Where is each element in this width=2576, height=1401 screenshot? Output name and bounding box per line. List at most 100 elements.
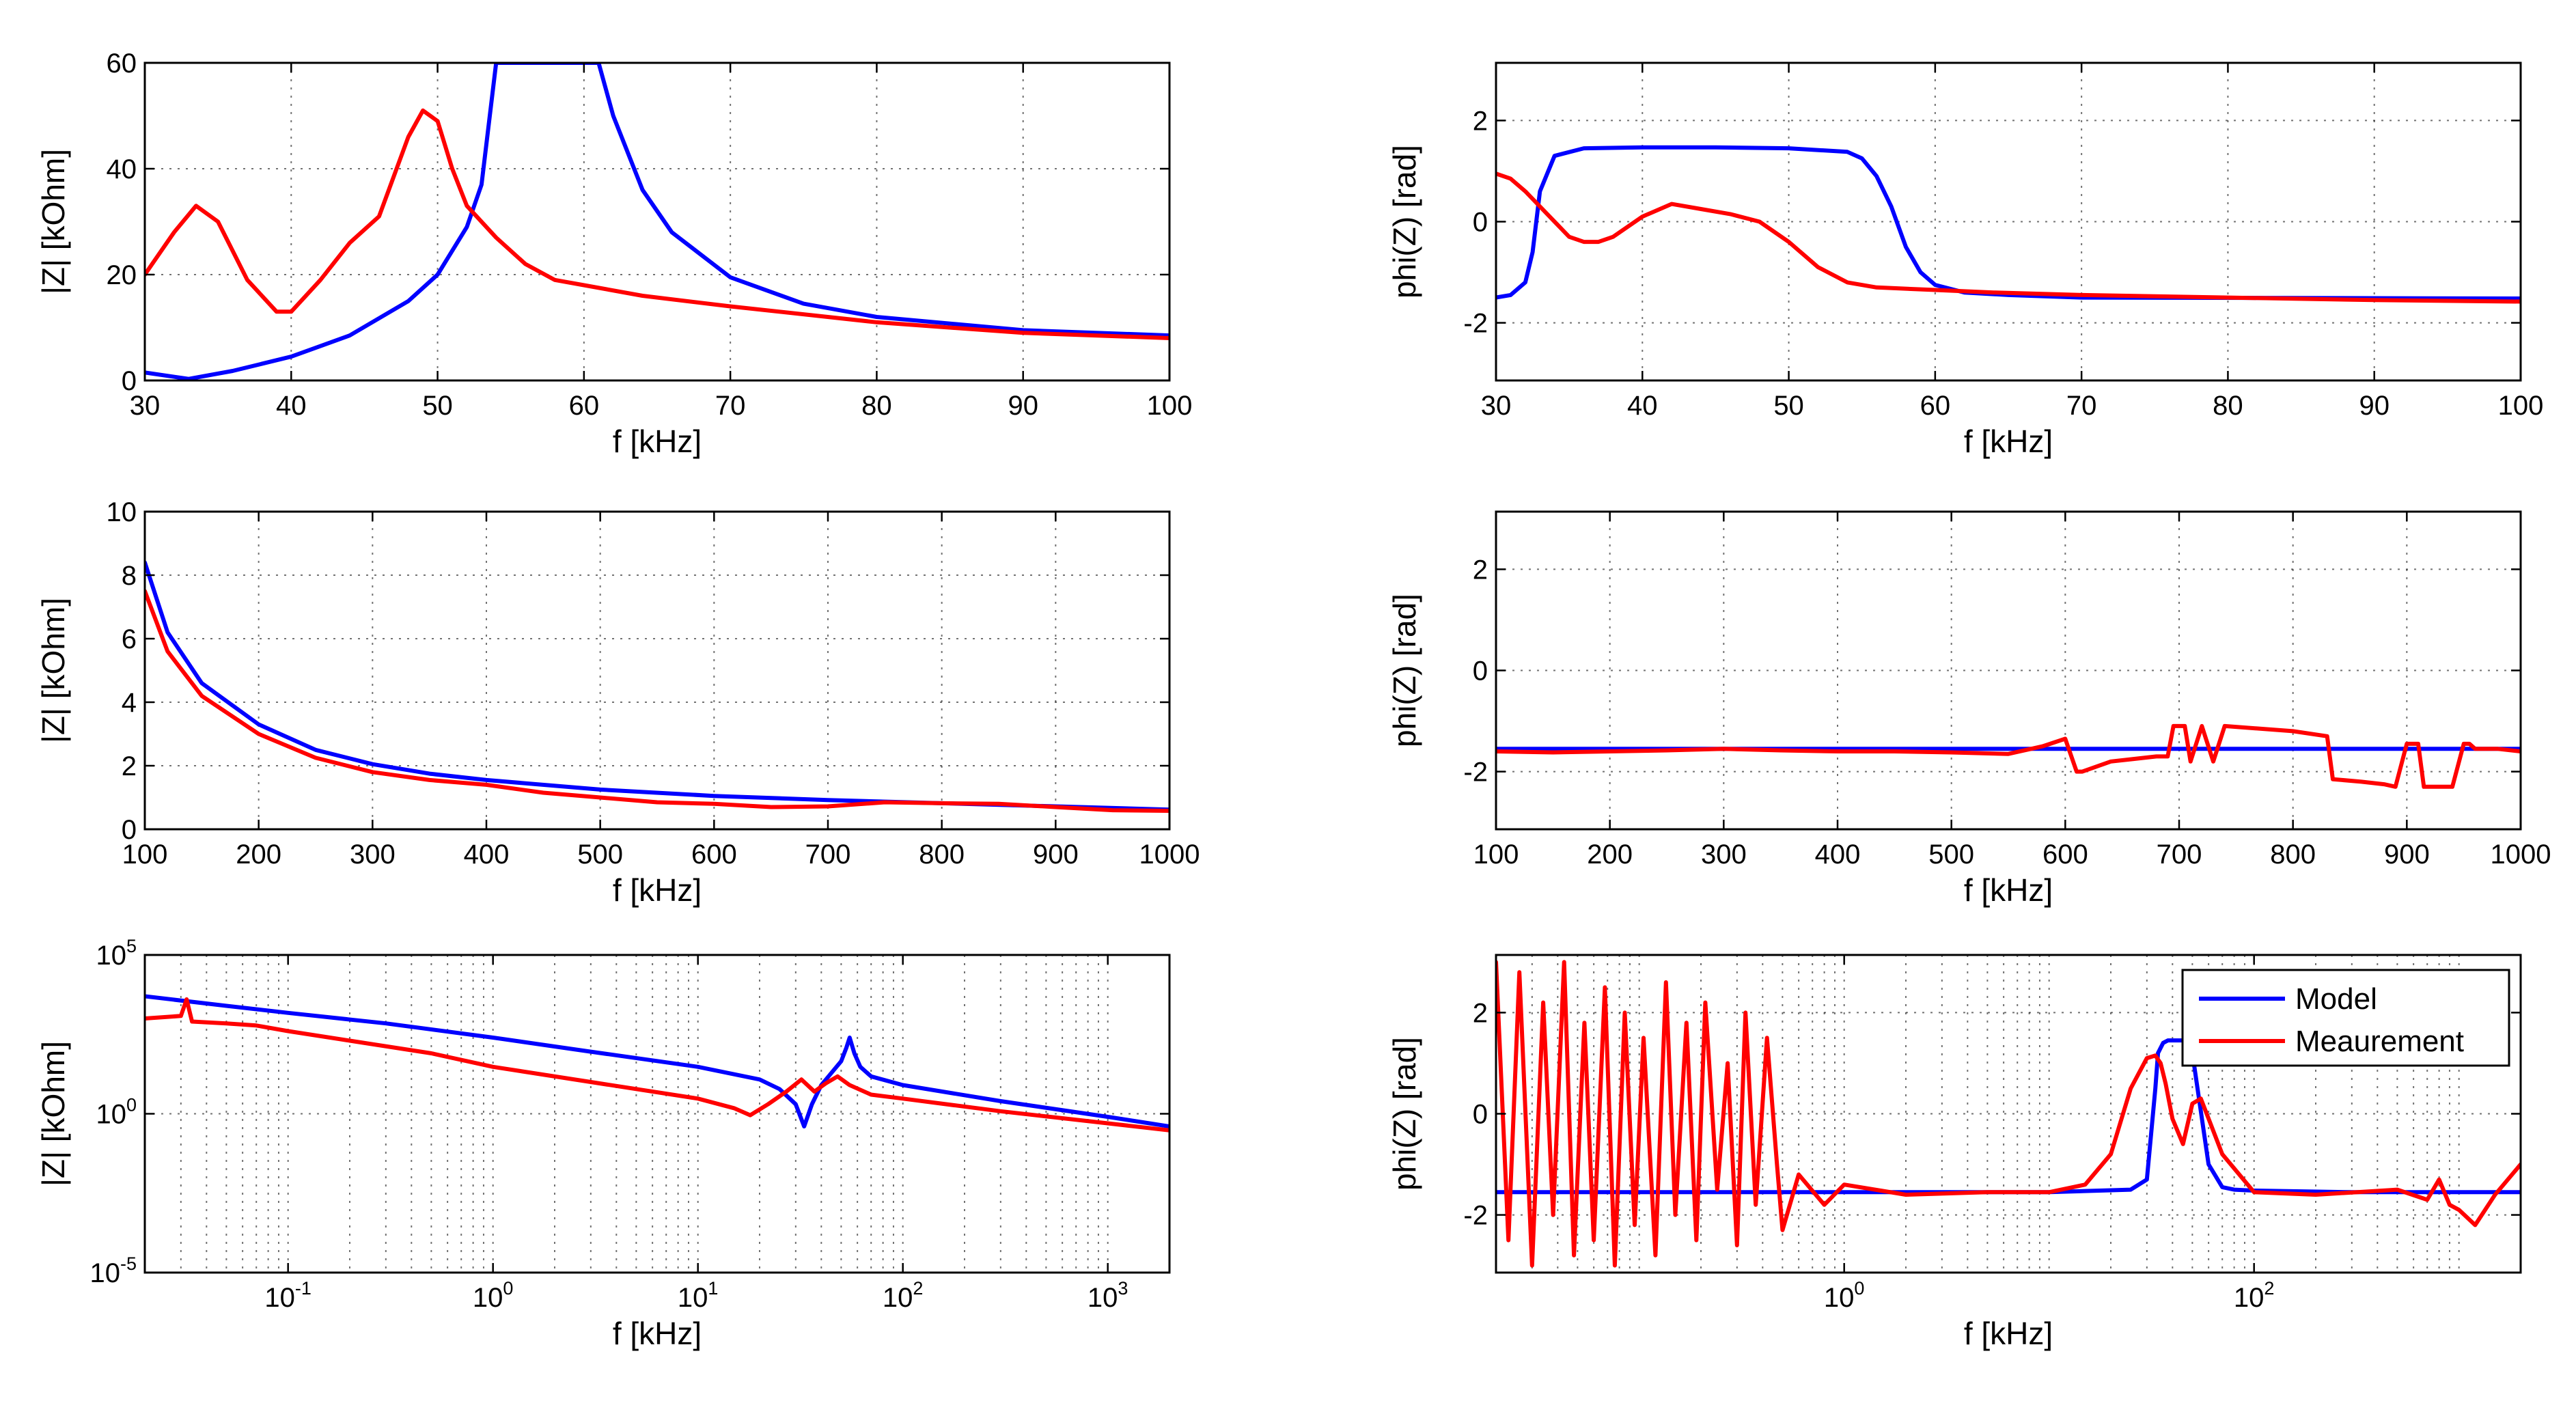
grid	[1496, 512, 2521, 829]
grid	[145, 63, 1169, 380]
model-line	[145, 994, 1169, 1128]
y-axis-label: phi(Z) [rad]	[1387, 145, 1422, 299]
chart-phase-100-1000: 100 200 300 400 500 600 700 800 900 1000 -2 0 2 f [kH…	[1387, 510, 2551, 908]
x-tick-label: 800	[2270, 840, 2316, 870]
x-tick-label: 400	[464, 840, 510, 870]
x-tick-label: 500	[577, 840, 623, 870]
y-axis-label: |Z| [kOhm]	[36, 1041, 71, 1187]
plot-frame	[143, 510, 1171, 831]
model-line	[1496, 145, 2521, 301]
x-tick-label: 700	[805, 840, 851, 870]
y-tick-label: 0	[1473, 208, 1488, 238]
x-tick-label: 70	[2066, 391, 2097, 421]
series-group	[145, 994, 1169, 1133]
y-tick-label: 20	[107, 260, 137, 290]
y-axis-label: phi(Z) [rad]	[1387, 1037, 1422, 1191]
y-tick-label: 2	[1473, 555, 1488, 585]
y-tick-label: -2	[1463, 309, 1488, 339]
x-tick-label: 100	[1147, 391, 1193, 421]
measurement-line	[145, 108, 1169, 340]
model-line	[145, 63, 1169, 380]
x-tick-label: 600	[2042, 840, 2088, 870]
x-tick-label: 10-1	[264, 1278, 311, 1313]
y-tick-label: 0	[122, 366, 137, 396]
x-tick-label: 100	[473, 1278, 514, 1313]
y-tick-label: 8	[122, 561, 137, 591]
measurement-line	[145, 997, 1169, 1133]
x-tick-label: 600	[691, 840, 737, 870]
y-tick-label: 0	[1473, 656, 1488, 686]
x-axis-label: f [kHz]	[613, 872, 702, 908]
y-tick-label: 40	[107, 154, 137, 184]
x-tick-label: 60	[1920, 391, 1951, 421]
y-tick-label: 60	[107, 48, 137, 79]
series-group	[1496, 145, 2521, 304]
legend-measurement-label: Meaurement	[2295, 1025, 2464, 1058]
x-tick-label: 30	[1481, 391, 1512, 421]
y-tick-label: 4	[122, 688, 137, 718]
x-tick-label: 60	[569, 391, 600, 421]
x-tick-label: 900	[2384, 840, 2430, 870]
measurement-line	[1496, 960, 2521, 1268]
x-tick-label: 100	[1824, 1278, 1865, 1313]
grid	[1496, 63, 2521, 380]
x-tick-label: 1000	[2491, 840, 2551, 870]
x-tick-label: 40	[276, 391, 307, 421]
grid	[145, 955, 1169, 1273]
x-tick-label: 900	[1033, 840, 1079, 870]
series-group	[145, 63, 1169, 380]
measurement-line	[145, 589, 1169, 813]
x-tick-label: 50	[422, 391, 453, 421]
x-axis-label: f [kHz]	[613, 424, 702, 459]
x-tick-label: 50	[1773, 391, 1804, 421]
y-tick-label: 10	[107, 497, 137, 527]
series-group	[145, 560, 1169, 813]
x-tick-label: 800	[919, 840, 965, 870]
x-tick-label: 80	[2213, 391, 2243, 421]
x-tick-label: 80	[861, 391, 892, 421]
x-tick-label: 102	[2234, 1278, 2275, 1313]
x-tick-label: 40	[1627, 391, 1658, 421]
x-tick-label: 30	[130, 391, 161, 421]
x-tick-label: 300	[1701, 840, 1747, 870]
chart-mag-log: 10-1 100 101 102 103 10-5 100 105 f [kHz] |Z| [kO…	[36, 936, 1171, 1351]
series-group	[1496, 960, 2521, 1268]
y-tick-label: 0	[1473, 1100, 1488, 1130]
x-axis-label: f [kHz]	[613, 1316, 702, 1351]
x-tick-label: 70	[715, 391, 746, 421]
y-tick-label: 2	[122, 751, 137, 781]
y-tick-label: -2	[1463, 1201, 1488, 1231]
x-tick-label: 200	[236, 840, 281, 870]
y-axis-label: |Z| [kOhm]	[36, 598, 71, 743]
x-axis-label: f [kHz]	[1964, 1316, 2053, 1351]
x-axis-label: f [kHz]	[1964, 872, 2053, 908]
x-tick-label: 300	[350, 840, 396, 870]
y-tick-label: -2	[1463, 758, 1488, 788]
y-tick-label: 10-5	[89, 1253, 137, 1288]
x-tick-label: 500	[1928, 840, 1974, 870]
y-tick-label: 2	[1473, 106, 1488, 136]
measurement-line	[1496, 723, 2521, 789]
x-tick-label: 90	[1008, 391, 1038, 421]
x-tick-label: 102	[883, 1278, 924, 1313]
y-tick-label: 2	[1473, 998, 1488, 1028]
y-tick-label: 105	[96, 936, 137, 971]
legend: Model Meaurement	[2181, 969, 2510, 1067]
measurement-line	[1496, 171, 2521, 304]
x-tick-label: 100	[122, 840, 168, 870]
y-axis-label: |Z| [kOhm]	[36, 149, 71, 294]
y-tick-label: 0	[122, 815, 137, 845]
x-tick-label: 1000	[1139, 840, 1200, 870]
legend-model-label: Model	[2295, 982, 2377, 1016]
x-tick-label: 90	[2359, 391, 2390, 421]
x-axis-label: f [kHz]	[1964, 424, 2053, 459]
model-line	[145, 560, 1169, 812]
y-axis-label: phi(Z) [rad]	[1387, 594, 1422, 747]
plot-frame	[143, 61, 1171, 382]
x-tick-label: 700	[2157, 840, 2202, 870]
grid	[145, 512, 1169, 829]
series-group	[1496, 723, 2521, 789]
x-tick-label: 400	[1815, 840, 1861, 870]
x-tick-label: 103	[1088, 1278, 1128, 1313]
y-tick-label: 100	[96, 1095, 137, 1130]
